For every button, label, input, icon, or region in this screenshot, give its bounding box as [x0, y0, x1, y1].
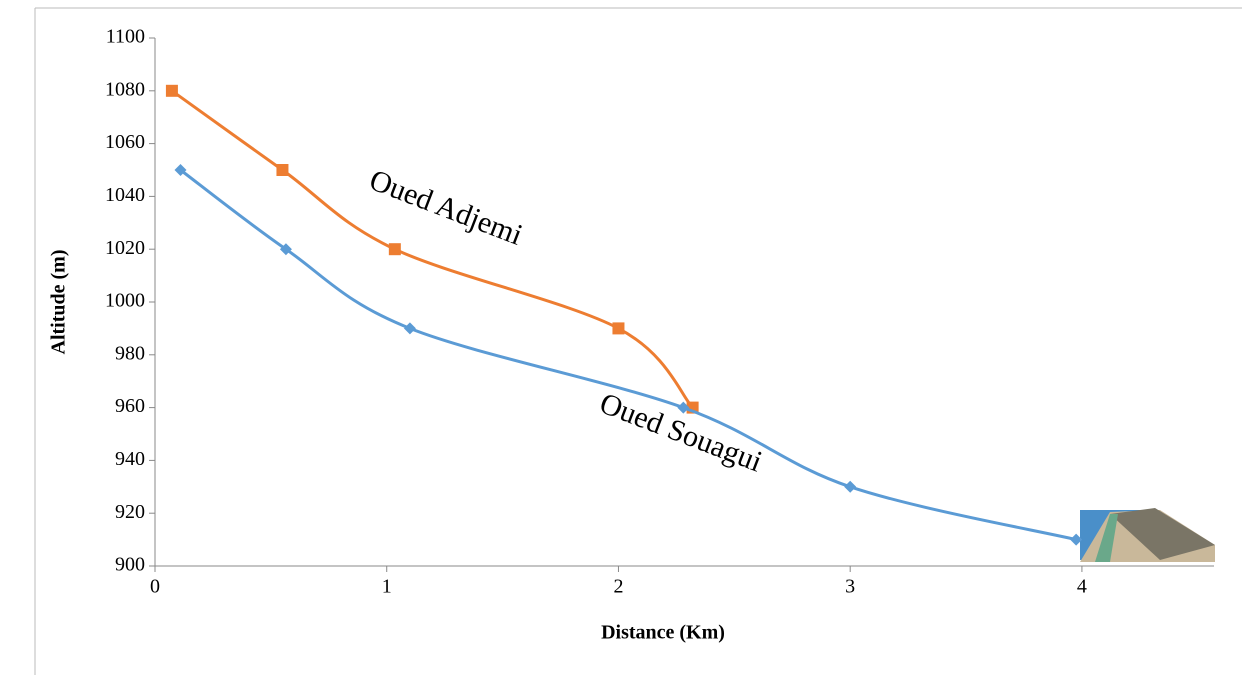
- marker: [388, 243, 401, 256]
- dam-illustration: [1080, 508, 1215, 562]
- x-tick-label: 3: [845, 576, 855, 598]
- y-tick-label: 940: [115, 448, 145, 470]
- marker: [276, 164, 289, 176]
- x-tick-label: 4: [1077, 576, 1087, 598]
- marker: [844, 480, 857, 493]
- x-axis-title: Distance (Km): [601, 622, 725, 644]
- marker: [165, 84, 178, 97]
- x-tick-label: 1: [382, 576, 392, 598]
- y-tick-label: 920: [115, 501, 145, 523]
- line: [179, 168, 1077, 542]
- y-tick-label: 980: [115, 342, 145, 364]
- y-tick-label: 1040: [105, 184, 145, 206]
- y-tick-label: 1000: [105, 290, 145, 312]
- marker: [279, 243, 292, 256]
- marker: [403, 322, 416, 335]
- y-tick-label: 1020: [105, 237, 145, 259]
- marker: [1070, 533, 1083, 546]
- marker: [174, 164, 187, 176]
- x-tick-label: 2: [613, 576, 623, 598]
- y-tick-label: 1080: [105, 78, 145, 100]
- marker: [677, 401, 690, 414]
- marker: [612, 322, 625, 335]
- y-tick-label: 900: [115, 554, 145, 576]
- y-tick-label: 960: [115, 395, 145, 417]
- y-axis-title: Altitude (m): [48, 250, 70, 355]
- series-label: Oued Adjemi: [365, 163, 527, 251]
- line: [171, 89, 694, 409]
- y-tick-label: 1100: [106, 26, 145, 48]
- y-tick-label: 1060: [105, 131, 145, 153]
- x-tick-label: 0: [150, 576, 160, 598]
